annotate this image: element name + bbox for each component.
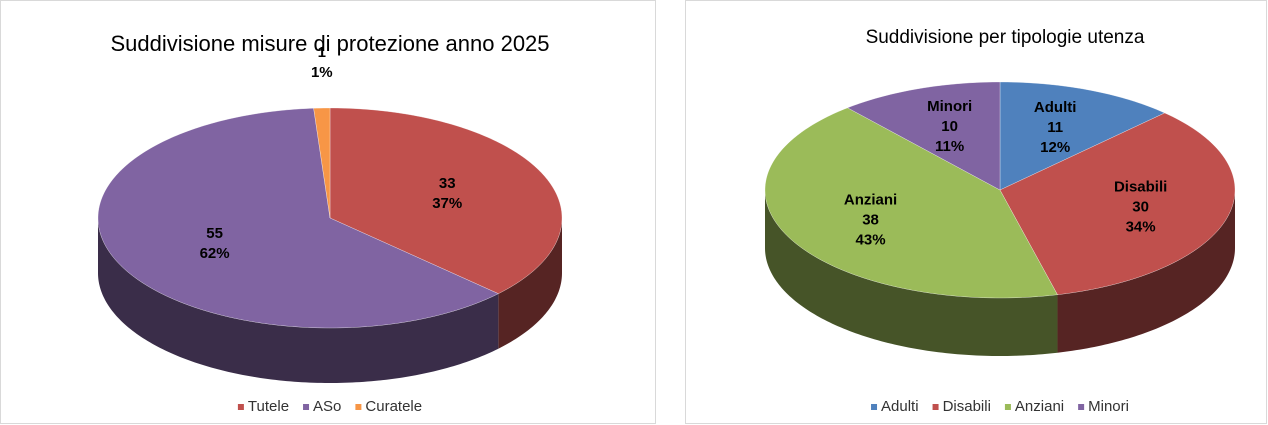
data-label: Adulti (1034, 99, 1077, 116)
legend-item: ASo (303, 398, 341, 415)
legend-swatch (303, 404, 310, 410)
legend-label: Adulti (881, 398, 919, 415)
data-label: 33 (439, 175, 456, 192)
data-label: 1% (311, 64, 333, 81)
legend-item: Adulti (871, 398, 919, 415)
legend-swatch (932, 404, 939, 410)
legend-label: Anziani (1015, 398, 1064, 415)
legend-label: Curatele (365, 398, 422, 415)
data-label: 62% (200, 245, 230, 262)
legend-label: Disabili (943, 398, 991, 415)
chart-title: Suddivisione misure di protezione anno 2… (110, 31, 549, 56)
data-label: 30 (1132, 198, 1149, 215)
legend-swatch (1004, 404, 1011, 410)
data-label: Minori (927, 98, 972, 115)
legend-label: Minori (1088, 398, 1129, 415)
legend-item: Curatele (355, 398, 422, 415)
data-label: 10 (941, 118, 958, 135)
legend-label: Tutele (248, 398, 289, 415)
legend-swatch (237, 404, 244, 410)
pie-slice (329, 107, 563, 294)
legend-item: Disabili (932, 398, 991, 415)
data-label: 11 (1047, 119, 1063, 136)
chart-title: Suddivisione per tipologie utenza (866, 27, 1145, 48)
legend-item: Anziani (1004, 398, 1064, 415)
pie-slice (999, 81, 1166, 191)
pie-slice (999, 112, 1236, 295)
legend-swatch (1078, 404, 1085, 410)
data-label: 55 (206, 225, 223, 242)
slice-side (98, 218, 499, 383)
pie-slice (97, 108, 499, 329)
data-label: 11% (935, 138, 964, 155)
data-label: 43% (856, 232, 886, 249)
legend-item: Tutele (237, 398, 289, 415)
legend-item: Minori (1078, 398, 1129, 415)
data-label: 37% (432, 195, 462, 212)
slice-side (498, 218, 562, 349)
slice-side (1057, 190, 1235, 353)
data-label: 34% (1126, 218, 1156, 235)
legend-swatch (355, 404, 362, 410)
legend-label: ASo (313, 398, 341, 415)
pie-slice (313, 107, 331, 219)
slice-side (765, 190, 1058, 356)
data-label: Anziani (844, 192, 897, 209)
pie-slice (846, 81, 1001, 191)
data-label: 1 (318, 44, 326, 61)
data-label: 12% (1040, 139, 1070, 156)
data-label: 38 (862, 212, 879, 229)
legend-swatch (871, 404, 878, 410)
pie-slice (764, 107, 1058, 299)
data-label: Disabili (1114, 178, 1167, 195)
